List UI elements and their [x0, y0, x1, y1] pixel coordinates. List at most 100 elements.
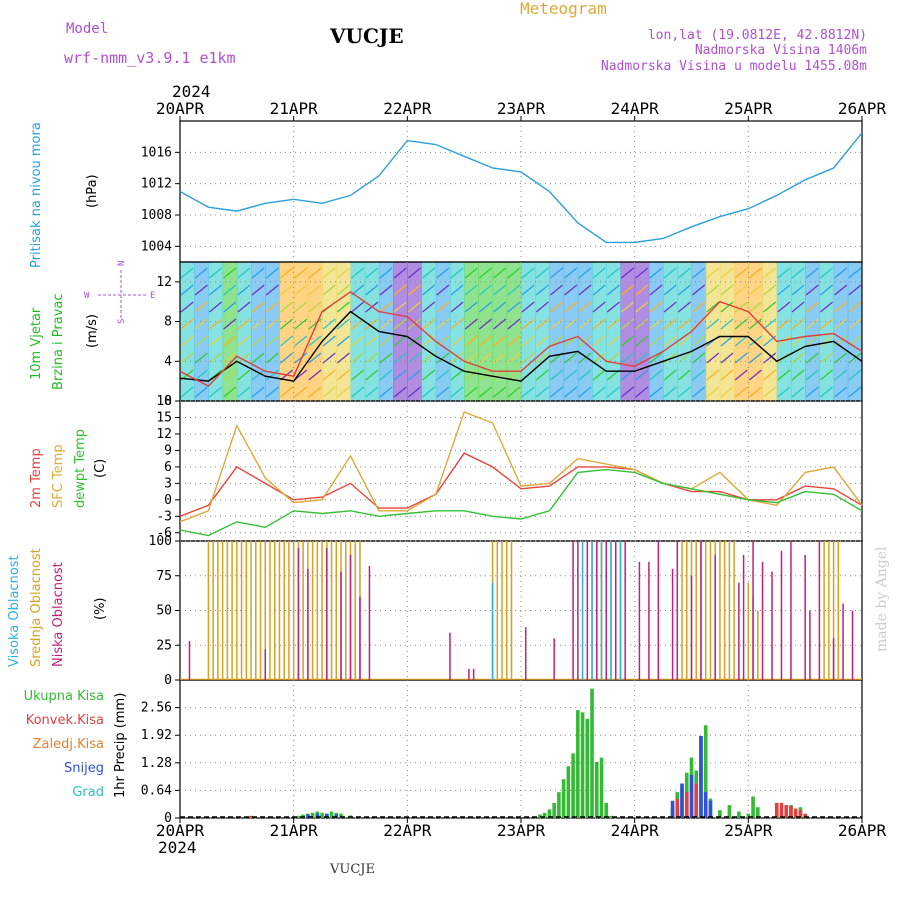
wind-barb-band	[322, 262, 337, 401]
wind-barb	[521, 335, 535, 347]
wind-barb	[663, 284, 677, 296]
precip-bar	[680, 783, 684, 818]
wind-barb	[819, 369, 833, 381]
wind-barb	[393, 318, 407, 330]
wind-barb	[535, 318, 549, 330]
wind-barb	[550, 301, 564, 313]
wind-barb	[564, 267, 578, 279]
wind-barb	[265, 369, 279, 381]
wind-barb	[209, 284, 223, 296]
wind-barb	[351, 301, 365, 313]
wind-barb	[592, 335, 606, 347]
cloud-ytick-label: 50	[156, 604, 172, 619]
wind-barb-band	[236, 262, 252, 401]
wind-barb	[848, 369, 862, 381]
wind-barb	[478, 318, 492, 330]
wind-label-part2: Brzina i Pravac	[51, 293, 66, 390]
precip-bar	[699, 736, 703, 818]
wind-barb	[677, 318, 691, 330]
wind-barb	[351, 386, 365, 398]
wind-barb	[308, 335, 322, 347]
wind-barb	[791, 318, 805, 330]
wind-barb	[734, 301, 748, 313]
wind-barb-band	[364, 262, 380, 401]
wind-barb	[649, 318, 663, 330]
wind-barb	[848, 318, 862, 330]
pressure-series-pressure	[179, 132, 863, 244]
precip-bar	[547, 809, 552, 818]
hail-legend: Grad	[72, 785, 104, 800]
precip-bar	[708, 800, 713, 818]
temp-ytick-label: 15	[156, 410, 172, 425]
wind-barb	[265, 284, 279, 296]
wind-barb	[464, 386, 478, 398]
year-bottom: 2024	[158, 838, 197, 857]
precip-bar	[746, 813, 751, 818]
wind-barb-band	[734, 262, 749, 401]
wind-barb	[422, 301, 436, 313]
wind-barb	[848, 386, 862, 398]
wind-barb	[535, 386, 549, 398]
wind-barb	[550, 267, 564, 279]
rose-south: S	[117, 319, 127, 324]
wind-barb	[649, 301, 663, 313]
temp-ytick-label: 18	[156, 394, 172, 409]
wind-barb	[791, 301, 805, 313]
wind-barb	[180, 335, 194, 347]
wind-barb	[223, 284, 237, 296]
wind-label-line1: 10m Vjetar	[29, 307, 44, 380]
wind-barb	[308, 386, 322, 398]
wind-barb	[791, 352, 805, 364]
wind-barb	[564, 284, 578, 296]
wind-barb	[478, 386, 492, 398]
wind-barb	[663, 352, 677, 364]
wind-barb	[393, 267, 407, 279]
wind-barb	[720, 318, 734, 330]
wind-barb	[251, 369, 265, 381]
wind-barb	[720, 352, 734, 364]
wind-barb	[237, 352, 251, 364]
wind-barb	[663, 318, 677, 330]
wind-barb	[848, 301, 862, 313]
wind-barb	[578, 267, 592, 279]
xtick-label-top: 26APR	[838, 99, 887, 118]
cloud-ytick-label: 75	[156, 569, 172, 584]
wind-barb	[365, 352, 379, 364]
wind-barb	[209, 301, 223, 313]
wind-barb-band	[293, 262, 309, 401]
precip-ytick-label: 0.64	[141, 783, 172, 798]
wind-barb	[649, 352, 663, 364]
wind-barb-band	[535, 262, 550, 401]
cloud-ytick-label: 0	[164, 673, 172, 688]
wind-barb	[677, 335, 691, 347]
wind-barb	[180, 386, 194, 398]
wind-barb	[777, 267, 791, 279]
precip-unit-label: 1hr Precip (mm)	[113, 693, 128, 798]
altitude-text: Nadmorska Visina 1406m	[695, 43, 867, 58]
wind-barb	[194, 301, 208, 313]
precip-bar	[249, 816, 253, 818]
wind-barb	[223, 301, 237, 313]
wind-barb-band	[790, 262, 806, 401]
wind-barb	[294, 267, 308, 279]
wind-barb	[677, 386, 691, 398]
wind-barb	[280, 284, 294, 296]
wind-barb	[550, 335, 564, 347]
wind-barb-band	[577, 262, 593, 401]
wind-barb	[578, 301, 592, 313]
temp-ytick-label: -3	[156, 509, 172, 524]
wind-barb	[393, 386, 407, 398]
wind-barb	[606, 284, 620, 296]
wind-barb	[649, 267, 663, 279]
wind-barb-band	[336, 262, 351, 401]
wind-barb	[706, 284, 720, 296]
wind-barb	[393, 369, 407, 381]
wind-barb	[265, 301, 279, 313]
wind-barb	[336, 352, 350, 364]
wind-barb	[606, 335, 620, 347]
wind-barb	[422, 369, 436, 381]
wind-barb	[834, 301, 848, 313]
pressure-unit-label: (hPa)	[85, 174, 100, 208]
wind-barb	[720, 335, 734, 347]
wind-barb	[223, 318, 237, 330]
